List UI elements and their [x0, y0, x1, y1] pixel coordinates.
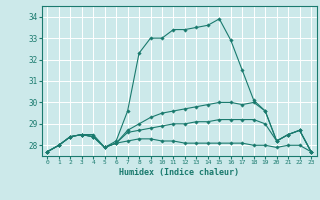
X-axis label: Humidex (Indice chaleur): Humidex (Indice chaleur)	[119, 168, 239, 177]
